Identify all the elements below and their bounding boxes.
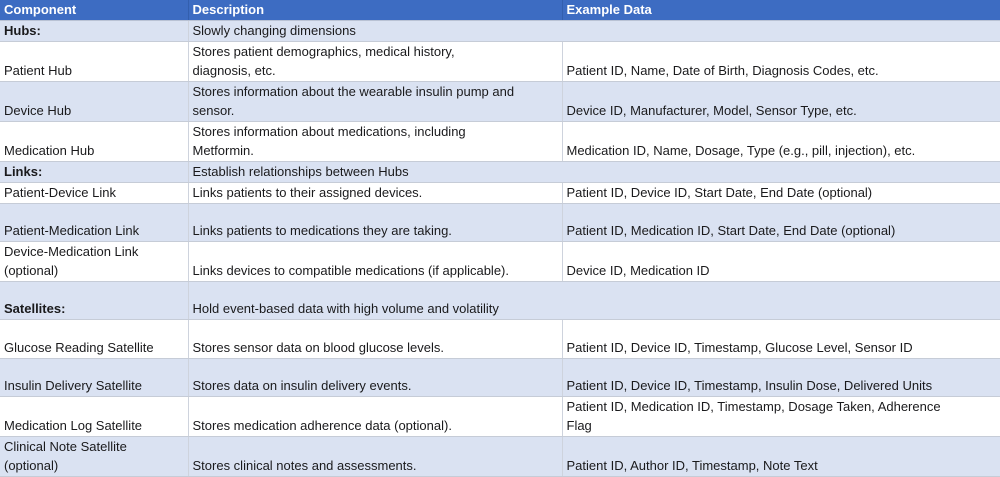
column-header-example-data: Example Data	[562, 0, 1000, 21]
component-cell: Glucose Reading Satellite	[0, 319, 189, 359]
table-row-hubs-section: Hubs: Slowly changing dimensions	[0, 20, 1000, 42]
component-cell: Medication Hub	[0, 121, 189, 162]
table-row-medication-hub: Medication Hub Stores information about …	[0, 121, 1000, 162]
table-row-medication-log-satellite: Medication Log Satellite Stores medicati…	[0, 396, 1000, 437]
description-cell: Stores sensor data on blood glucose leve…	[188, 319, 563, 359]
example-data-cell: Patient ID, Medication ID, Start Date, E…	[562, 203, 1000, 242]
component-cell: Links:	[0, 161, 189, 183]
table-row-satellites-section: Satellites: Hold event-based data with h…	[0, 281, 1000, 320]
component-cell: Patient-Medication Link	[0, 203, 189, 242]
component-cell: Device-Medication Link (optional)	[0, 241, 189, 282]
description-cell: Slowly changing dimensions	[188, 20, 1000, 42]
table-row-patient-hub: Patient Hub Stores patient demographics,…	[0, 41, 1000, 82]
table-row-patient-medication-link: Patient-Medication Link Links patients t…	[0, 203, 1000, 242]
table-row-links-section: Links: Establish relationships between H…	[0, 161, 1000, 183]
table-row-insulin-delivery-satellite: Insulin Delivery Satellite Stores data o…	[0, 358, 1000, 397]
example-data-cell: Device ID, Manufacturer, Model, Sensor T…	[562, 81, 1000, 122]
table-row-device-hub: Device Hub Stores information about the …	[0, 81, 1000, 122]
column-header-component: Component	[0, 0, 189, 21]
table-row-patient-device-link: Patient-Device Link Links patients to th…	[0, 182, 1000, 204]
example-data-cell: Patient ID, Name, Date of Birth, Diagnos…	[562, 41, 1000, 82]
component-cell: Medication Log Satellite	[0, 396, 189, 437]
description-cell: Links patients to medications they are t…	[188, 203, 563, 242]
column-header-description: Description	[188, 0, 563, 21]
component-cell: Clinical Note Satellite (optional)	[0, 436, 189, 477]
description-cell: Stores information about the wearable in…	[188, 81, 563, 122]
table-header-row: Component Description Example Data	[0, 0, 1000, 21]
description-cell: Links patients to their assigned devices…	[188, 182, 563, 204]
example-data-cell: Medication ID, Name, Dosage, Type (e.g.,…	[562, 121, 1000, 162]
component-cell: Patient Hub	[0, 41, 189, 82]
description-cell: Establish relationships between Hubs	[188, 161, 1000, 183]
component-cell: Satellites:	[0, 281, 189, 320]
table-row-glucose-reading-satellite: Glucose Reading Satellite Stores sensor …	[0, 319, 1000, 359]
component-cell: Patient-Device Link	[0, 182, 189, 204]
example-data-cell: Patient ID, Author ID, Timestamp, Note T…	[562, 436, 1000, 477]
example-data-cell: Patient ID, Device ID, Timestamp, Glucos…	[562, 319, 1000, 359]
example-data-cell: Patient ID, Device ID, Timestamp, Insuli…	[562, 358, 1000, 397]
component-cell: Hubs:	[0, 20, 189, 42]
description-cell: Stores medication adherence data (option…	[188, 396, 563, 437]
table-row-clinical-note-satellite: Clinical Note Satellite (optional) Store…	[0, 436, 1000, 477]
component-cell: Device Hub	[0, 81, 189, 122]
description-cell: Stores information about medications, in…	[188, 121, 563, 162]
description-cell: Stores clinical notes and assessments.	[188, 436, 563, 477]
description-cell: Stores patient demographics, medical his…	[188, 41, 563, 82]
example-data-cell: Patient ID, Device ID, Start Date, End D…	[562, 182, 1000, 204]
description-cell: Stores data on insulin delivery events.	[188, 358, 563, 397]
table-row-device-medication-link: Device-Medication Link (optional) Links …	[0, 241, 1000, 282]
description-cell: Hold event-based data with high volume a…	[188, 281, 1000, 320]
component-cell: Insulin Delivery Satellite	[0, 358, 189, 397]
example-data-cell: Device ID, Medication ID	[562, 241, 1000, 282]
example-data-cell: Patient ID, Medication ID, Timestamp, Do…	[562, 396, 1000, 437]
description-cell: Links devices to compatible medications …	[188, 241, 563, 282]
